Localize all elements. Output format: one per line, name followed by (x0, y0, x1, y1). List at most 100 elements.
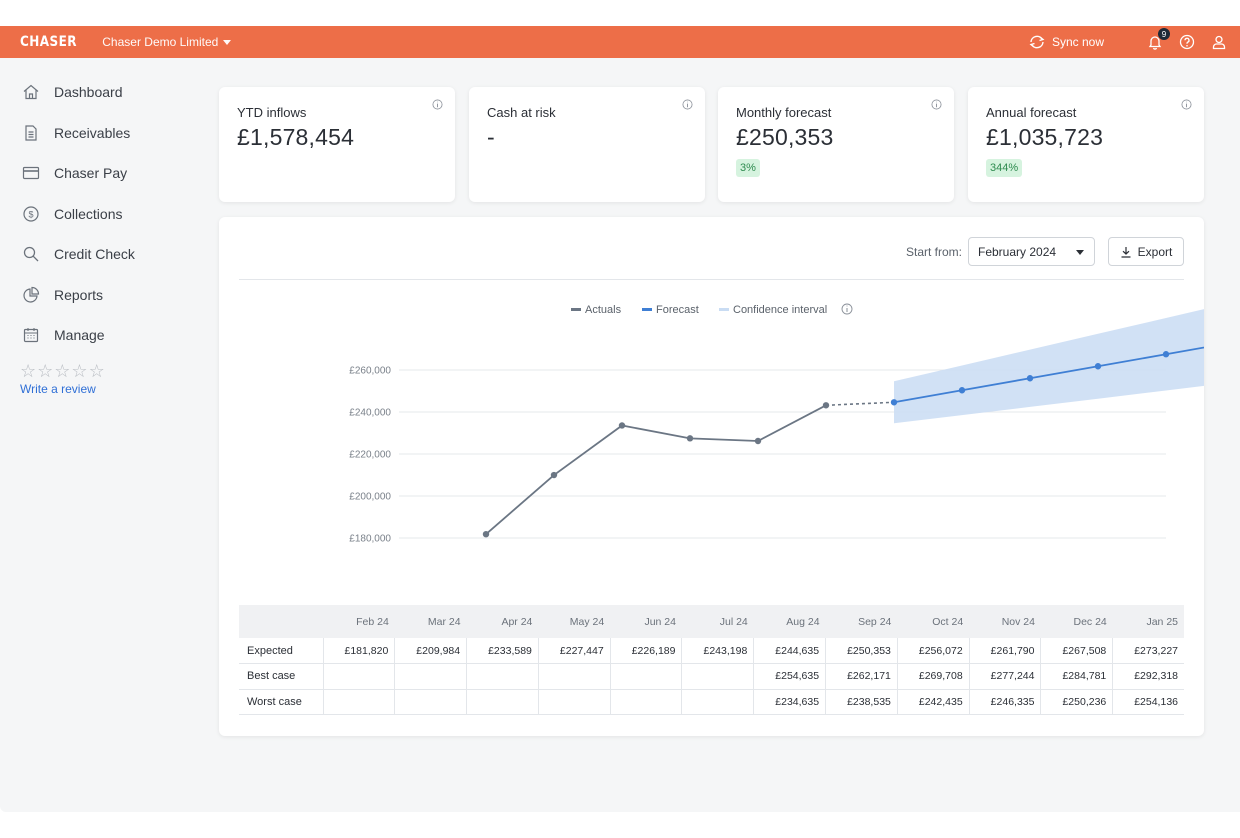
forecast-point (1162, 351, 1170, 358)
table-cell: £242,435 (896, 689, 970, 715)
actuals-forecast-connector (825, 401, 895, 407)
legend-swatch (571, 308, 581, 311)
confidence-area (894, 309, 1204, 424)
export-button[interactable]: Export (1108, 237, 1184, 266)
card-icon (22, 164, 40, 182)
star-icon[interactable]: ☆ (20, 360, 37, 381)
forecast-chart-card: Start from: February 2024 Export Actuals… (219, 217, 1204, 736)
start-from-label: Start from: (905, 244, 962, 259)
kpi-value: £250,353 (736, 124, 834, 150)
sidebar-item-reports[interactable]: Reports (0, 275, 200, 316)
sidebar-item-manage[interactable]: Manage (0, 315, 200, 356)
table-column-header: Mar 24 (427, 615, 461, 628)
user-menu-button[interactable] (1210, 33, 1228, 51)
table-row: Best case £254,635 £262,171 £269,708 £277,24… (239, 663, 1184, 690)
notifications-button[interactable]: 9 (1146, 28, 1170, 51)
info-icon (841, 303, 853, 315)
table-column-header: Nov 24 (1001, 615, 1035, 628)
info-icon[interactable] (682, 97, 693, 115)
download-icon (1121, 246, 1131, 258)
pie-chart-icon (22, 286, 40, 304)
chaser-logo[interactable]: CHASER (20, 34, 77, 50)
home-icon (22, 83, 40, 101)
coin-icon: $ (22, 205, 40, 223)
kpi-label: Annual forecast (986, 105, 1077, 120)
table-column-header: May 24 (569, 615, 605, 628)
sidebar-item-receivables[interactable]: Receivables (0, 113, 200, 154)
info-icon[interactable] (931, 97, 942, 115)
table-column-header: Sep 24 (858, 615, 892, 628)
kpi-value: - (487, 124, 495, 150)
table-cell: £267,508 (1040, 638, 1113, 664)
kpi-label: Monthly forecast (736, 105, 832, 120)
star-icon[interactable]: ☆ (37, 360, 54, 381)
table-row-label: Best case (239, 663, 323, 690)
actuals-line (485, 404, 827, 535)
table-row-label: Worst case (239, 689, 323, 715)
actuals-point (686, 435, 694, 442)
kpi-label: Cash at risk (487, 105, 556, 120)
sidebar-item-credit-check[interactable]: Credit Check (0, 234, 200, 275)
y-tick-label: £260,000 (349, 366, 391, 377)
actuals-point (754, 437, 762, 445)
help-button[interactable] (1178, 33, 1196, 51)
sidebar-item-collections[interactable]: $ Collections (0, 194, 200, 235)
star-icon[interactable]: ☆ (88, 360, 105, 381)
table-row-label: Expected (239, 638, 323, 664)
table-cell: £254,635 (753, 663, 826, 690)
sidebar-item-label: Chaser Pay (54, 165, 128, 182)
star-icon[interactable]: ☆ (54, 360, 71, 381)
table-cell (537, 663, 611, 690)
legend-label: Actuals (585, 304, 622, 316)
top-bar: CHASER Chaser Demo Limited Sync now 9 (0, 26, 1240, 58)
star-icon[interactable]: ☆ (71, 360, 88, 381)
forecast-table: Feb 24 Mar 24 Apr 24 May 24 Jun 24 Jul 24 Aug … (239, 605, 1184, 715)
table-body: Expected £181,820 £209,984 £233,589 £227,447… (239, 638, 1184, 715)
info-icon[interactable] (1181, 97, 1192, 115)
company-name: Chaser Demo Limited (102, 35, 219, 49)
info-icon[interactable] (432, 97, 443, 115)
chart-legend: Actuals Forecast Confidence interval (571, 303, 853, 316)
table-cell (394, 663, 467, 690)
forecast-point (958, 387, 966, 394)
export-label: Export (1137, 244, 1173, 259)
change-badge: 3% (736, 159, 760, 177)
write-review-link[interactable]: Write a review (20, 381, 96, 396)
svg-text:$: $ (28, 209, 33, 219)
chevron-down-icon (223, 39, 232, 45)
table-column-header: Jun 24 (644, 615, 676, 628)
table-cell: £256,072 (896, 638, 970, 664)
legend-swatch (642, 308, 652, 311)
table-cell (322, 663, 395, 690)
table-cell: £277,244 (968, 663, 1041, 690)
table-cell: £246,335 (968, 689, 1041, 715)
table-cell (466, 663, 539, 690)
y-tick-label: £240,000 (349, 408, 391, 419)
divider (239, 279, 1184, 280)
table-cell: £250,236 (1040, 689, 1113, 715)
sidebar-item-label: Reports (54, 286, 104, 303)
table-cell: £292,318 (1112, 663, 1184, 690)
table-row: Worst case £234,635 £238,535 £242,435 £246,3… (239, 689, 1184, 715)
sidebar-item-dashboard[interactable]: Dashboard (0, 72, 200, 113)
chart-gridlines: £180,000 £200,000 £220,000 £240,000 £260,000 (349, 366, 1166, 545)
table-cell: £181,820 (322, 638, 395, 664)
sidebar-item-chaser-pay[interactable]: Chaser Pay (0, 153, 200, 194)
table-cell: £261,790 (968, 638, 1041, 664)
table-cell (609, 689, 682, 715)
document-icon (22, 124, 40, 142)
sync-now-button[interactable]: Sync now (1028, 35, 1104, 49)
table-cell: £234,635 (753, 689, 826, 715)
table-cell (322, 689, 395, 715)
table-cell: £262,171 (825, 663, 898, 690)
start-month-select[interactable]: February 2024 (968, 237, 1095, 266)
table-column-header: Oct 24 (932, 615, 964, 628)
company-switcher[interactable]: Chaser Demo Limited (102, 35, 232, 49)
sidebar-item-label: Manage (54, 327, 105, 344)
actuals-point (618, 422, 626, 429)
table-column-header: Jan 25 (1146, 615, 1178, 628)
confidence-band (894, 309, 1204, 424)
table-cell: £238,535 (825, 689, 898, 715)
y-tick-label: £200,000 (349, 492, 391, 503)
table-cell: £226,189 (609, 638, 682, 664)
